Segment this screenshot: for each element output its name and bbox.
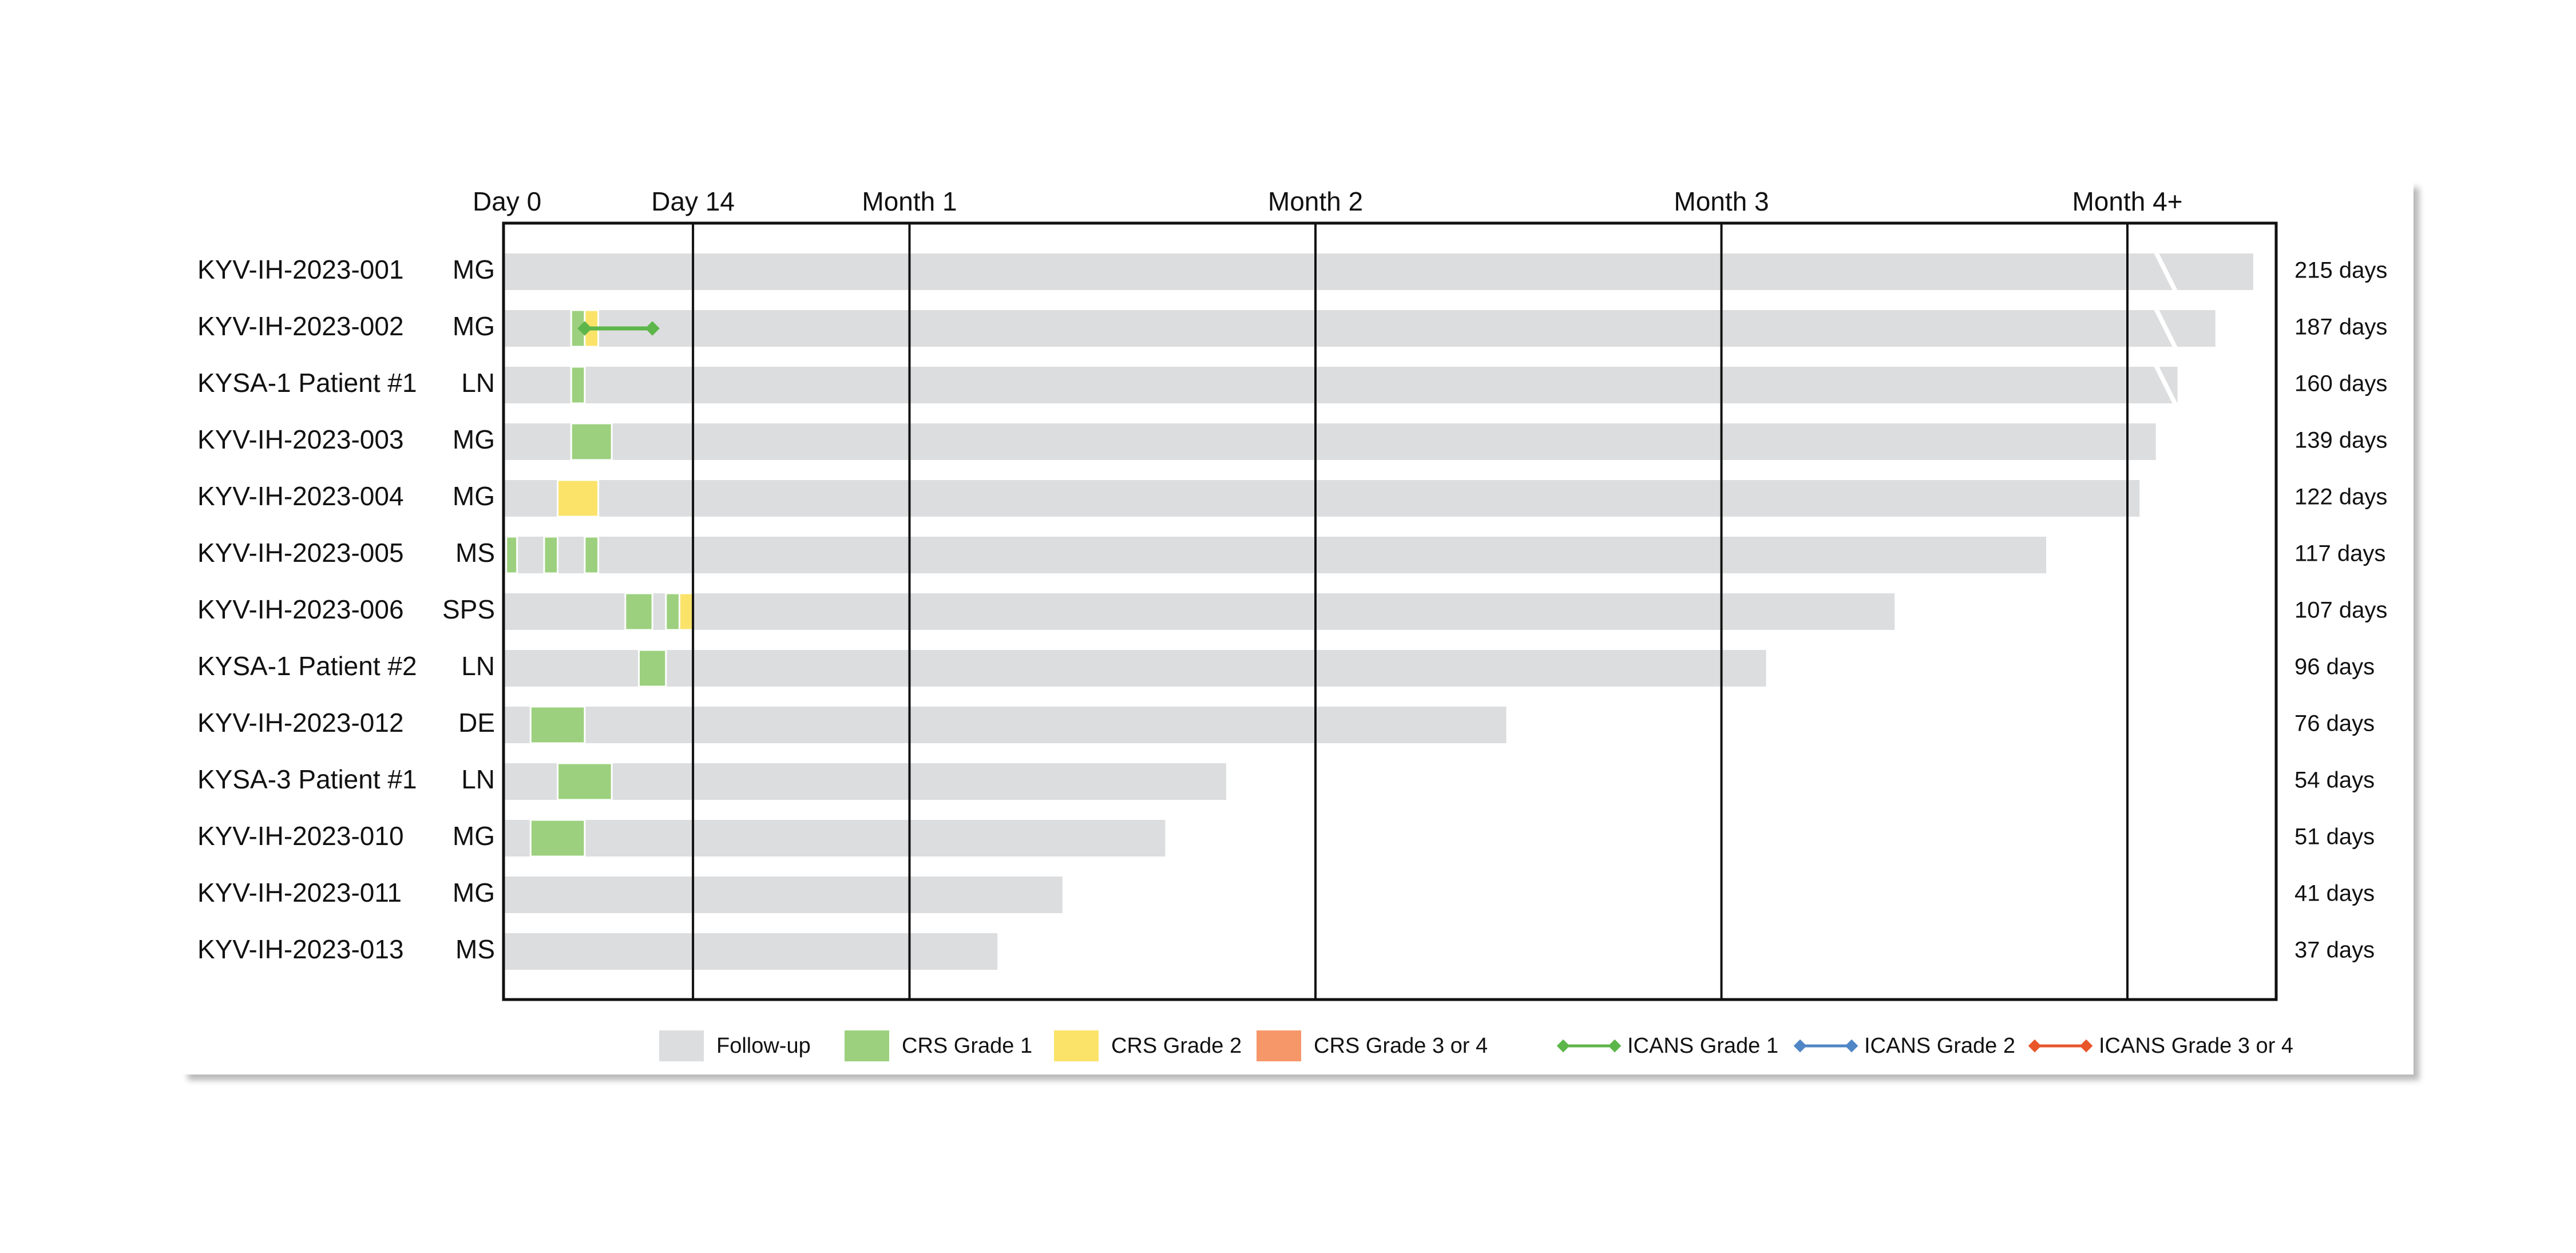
x-tick-label: Month 2 [1268,187,1363,216]
legend-swatch [845,1030,889,1061]
axis-break-mark [2154,364,2178,406]
x-tick-label: Day 0 [473,187,541,216]
follow-up-bar [504,933,998,970]
indication-label: MG [453,311,495,341]
follow-up-bar [504,423,2156,460]
duration-label: 51 days [2294,824,2375,850]
follow-up-bar [504,650,1766,687]
indication-label: MG [453,255,495,284]
crs-grade-1-segment [584,536,600,574]
legend-swatch [659,1030,704,1061]
indication-label: MS [455,934,495,964]
legend-label: ICANS Grade 1 [1627,1034,1778,1058]
legend-swatch [1054,1030,1099,1061]
duration-label: 139 days [2294,428,2387,453]
crs-grade-1-segment [557,762,613,801]
follow-up-bar [504,877,1063,913]
follow-up-bar [504,253,2253,290]
follow-up-bar [504,763,1226,800]
legend-label: CRS Grade 3 or 4 [1314,1034,1488,1058]
legend-label: CRS Grade 2 [1111,1034,1242,1058]
duration-label: 96 days [2294,655,2375,680]
crs-grade-1-segment [665,592,680,631]
patient-id-label: KYV-IH-2023-001 [197,255,404,284]
legend-marker [1793,1039,1807,1053]
patient-id-label: KYV-IH-2023-004 [197,481,404,511]
crs-grade-1-segment [529,819,586,858]
crs-grade-1-segment [505,536,518,574]
indication-label: MG [453,425,495,454]
indication-label: MG [453,878,495,907]
legend-label: ICANS Grade 2 [1864,1034,2015,1058]
x-tick-label: Day 14 [651,187,735,216]
legend-swatch [1257,1030,1301,1061]
patient-id-label: KYV-IH-2023-006 [197,594,404,624]
x-tick-label: Month 4+ [2072,187,2182,216]
duration-label: 160 days [2294,371,2387,396]
duration-label: 187 days [2294,315,2387,340]
crs-grade-1-segment [638,649,667,688]
legend-marker [2028,1039,2042,1053]
indication-label: MS [455,538,495,568]
follow-up-bar [504,480,2140,517]
x-tick-label: Month 1 [862,187,957,216]
follow-up-bar [504,593,1895,630]
follow-up-bar [504,367,2178,403]
patient-id-label: KYV-IH-2023-010 [197,821,404,851]
follow-up-bar [504,707,1507,743]
indication-label: SPS [442,594,495,624]
crs-grade-1-segment [570,422,613,461]
indication-label: DE [458,708,495,737]
crs-grade-1-segment [624,592,653,631]
indication-label: LN [461,764,495,794]
indication-label: MG [453,481,495,511]
patient-id-label: KYV-IH-2023-013 [197,934,404,964]
duration-label: 76 days [2294,711,2375,736]
patient-id-label: KYV-IH-2023-002 [197,311,404,341]
duration-label: 122 days [2294,485,2387,510]
indication-label: LN [461,368,495,398]
legend-label: Follow-up [716,1034,811,1058]
crs-grade-1-segment [570,366,586,405]
patient-id-label: KYV-IH-2023-003 [197,425,404,454]
legend-marker [1556,1039,1570,1053]
duration-label: 107 days [2294,598,2387,623]
crs-grade-2-segment [557,479,600,518]
legend-label: CRS Grade 1 [902,1034,1032,1058]
indication-label: LN [461,651,495,681]
patient-id-label: KYV-IH-2023-012 [197,708,404,737]
patient-id-label: KYV-IH-2023-005 [197,538,404,568]
crs-grade-1-segment [543,536,559,574]
legend-marker [1845,1039,1858,1053]
patient-id-label: KYV-IH-2023-011 [197,878,402,907]
axis-break-mark [2154,251,2178,292]
duration-label: 215 days [2294,258,2387,283]
duration-label: 117 days [2294,541,2385,566]
crs-grade-1-segment [529,705,586,744]
crs-grade-2-segment [678,592,694,631]
follow-up-bar [504,310,2216,347]
x-tick-label: Month 3 [1674,187,1769,216]
duration-label: 54 days [2294,768,2375,793]
patient-id-label: KYSA-1 Patient #2 [197,651,417,681]
patient-id-label: KYSA-3 Patient #1 [197,764,417,794]
axis-break-mark [2154,308,2178,349]
legend-marker [1608,1039,1622,1053]
duration-label: 37 days [2294,938,2375,963]
duration-label: 41 days [2294,881,2375,906]
patient-id-label: KYSA-1 Patient #1 [197,368,417,398]
legend-label: ICANS Grade 3 or 4 [2099,1034,2293,1058]
plot-frame [502,221,2278,1001]
follow-up-bar [504,820,1166,857]
legend-marker [2079,1039,2093,1053]
follow-up-bar [504,537,2047,573]
indication-label: MG [453,821,495,851]
